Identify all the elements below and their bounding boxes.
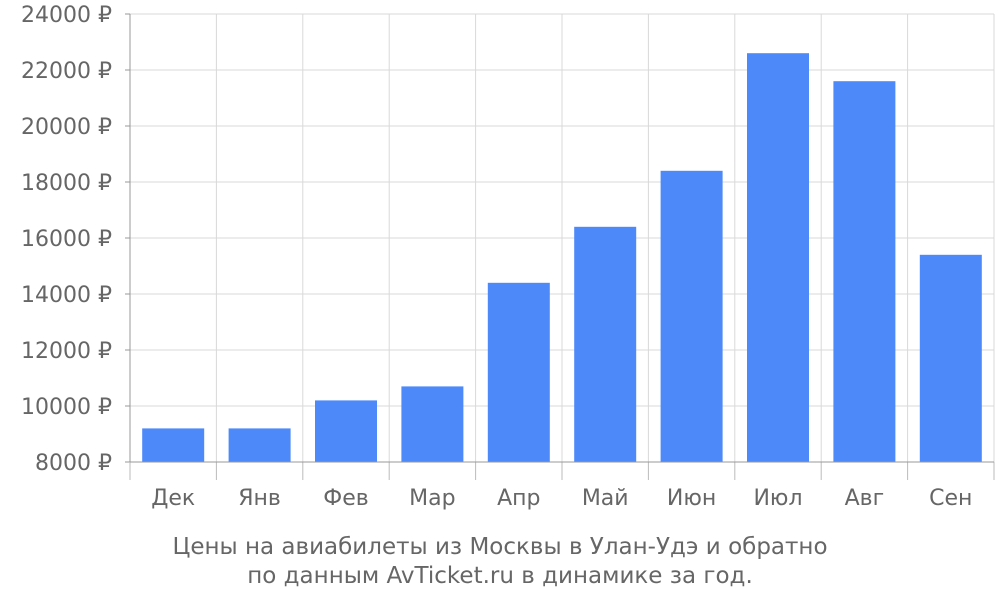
bar [574,226,637,462]
x-tick-label: Янв [238,486,281,511]
y-tick-label: 22000 ₽ [21,59,112,84]
x-tick-label: Июл [753,486,802,511]
x-tick-label: Сен [929,486,972,511]
x-tick-label: Авг [845,486,885,511]
x-tick-label: Июн [667,486,716,511]
y-tick-label: 16000 ₽ [21,227,112,252]
chart-caption: Цены на авиабилеты из Москвы в Улан-Удэ … [0,533,1000,591]
y-tick-label: 18000 ₽ [21,171,112,196]
caption-line-2: по данным AvTicket.ru в динамике за год. [247,563,753,589]
y-tick-label: 24000 ₽ [21,3,112,28]
x-tick-label: Май [582,486,629,511]
x-tick-label: Апр [497,486,540,511]
bar [833,81,896,462]
grid-lines [130,13,995,463]
y-tick-label: 12000 ₽ [21,339,112,364]
bar [919,254,982,462]
x-tick-label: Мар [409,486,455,511]
y-tick-label: 20000 ₽ [21,115,112,140]
bar [401,386,464,462]
bar [142,428,205,462]
x-tick-label: Дек [151,486,195,511]
caption-line-1: Цены на авиабилеты из Москвы в Улан-Удэ … [172,534,828,560]
bars [142,53,982,463]
y-tick-label: 10000 ₽ [21,395,112,420]
bar [315,400,377,462]
x-tick-labels: Дек Янв Фев Мар Апр Май Июн Июл Авг Сен [151,486,972,511]
bar [747,53,809,462]
y-tick-labels: 8000 ₽ 10000 ₽ 12000 ₽ 14000 ₽ 16000 ₽ 18000 … [21,3,112,476]
bar [487,282,550,462]
y-tick-label: 8000 ₽ [35,451,112,476]
y-tick-label: 14000 ₽ [21,283,112,308]
x-tick-label: Фев [323,486,368,511]
axes [125,13,995,480]
bar [660,170,723,463]
bar [228,428,291,462]
